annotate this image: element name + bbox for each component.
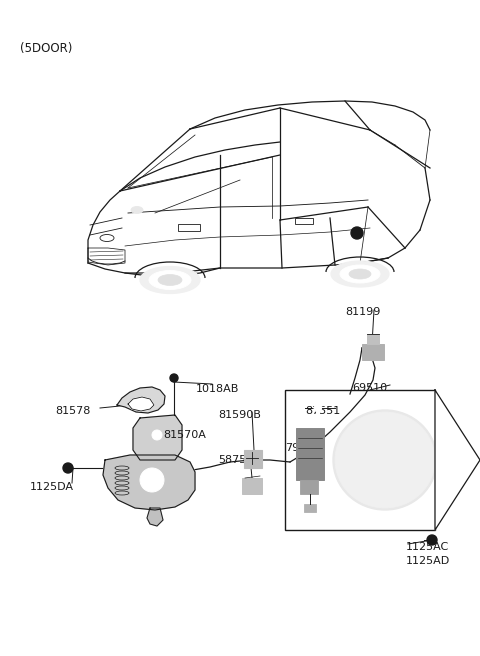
Bar [285, 390, 435, 530]
Text: 1125AD: 1125AD [406, 556, 450, 566]
Text: 81590B: 81590B [218, 410, 261, 420]
Ellipse shape [149, 270, 191, 289]
Bar [244, 450, 262, 468]
Circle shape [140, 468, 164, 492]
Bar [362, 344, 384, 360]
Ellipse shape [333, 410, 437, 510]
Text: 58752S: 58752S [218, 455, 261, 465]
Circle shape [427, 535, 437, 545]
Circle shape [63, 463, 73, 473]
Ellipse shape [331, 261, 389, 287]
Bar [300, 480, 318, 494]
Text: 81570A: 81570A [163, 430, 206, 440]
Ellipse shape [340, 265, 380, 283]
Polygon shape [133, 415, 182, 460]
Circle shape [351, 227, 363, 239]
Text: 81199: 81199 [345, 307, 380, 317]
Circle shape [314, 404, 322, 412]
Polygon shape [103, 455, 195, 510]
Circle shape [152, 430, 162, 440]
Polygon shape [117, 387, 165, 413]
Circle shape [170, 374, 178, 382]
Bar [295, 218, 313, 224]
Text: 87551: 87551 [305, 406, 340, 416]
Text: (5DOOR): (5DOOR) [20, 42, 72, 55]
Text: 79552: 79552 [285, 443, 320, 453]
Ellipse shape [158, 274, 182, 285]
Polygon shape [147, 508, 163, 526]
Text: 81578: 81578 [55, 406, 90, 416]
Bar [178, 224, 200, 231]
Bar [367, 334, 379, 344]
Ellipse shape [140, 266, 200, 293]
Text: 1125AC: 1125AC [406, 542, 449, 552]
Text: 1018AB: 1018AB [196, 384, 240, 394]
Ellipse shape [131, 207, 143, 213]
Bar [304, 504, 316, 512]
Ellipse shape [335, 412, 435, 508]
Text: 69510: 69510 [352, 383, 387, 393]
Bar [296, 428, 324, 480]
Ellipse shape [349, 269, 371, 279]
Polygon shape [128, 397, 154, 411]
Polygon shape [435, 390, 480, 530]
Text: 1125DA: 1125DA [30, 482, 74, 492]
Bar [242, 478, 262, 494]
